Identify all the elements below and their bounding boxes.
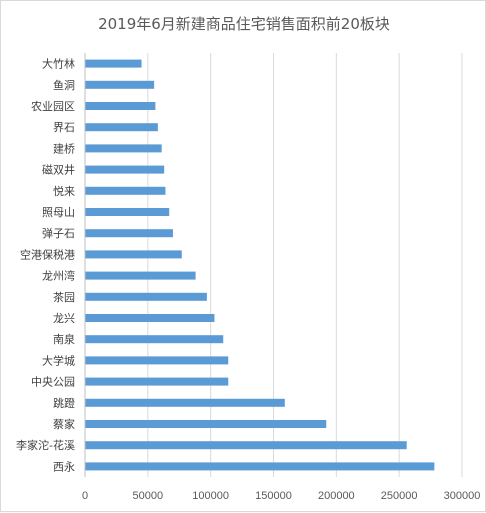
- bar: [85, 229, 173, 238]
- category-label: 蔡家: [53, 417, 75, 431]
- category-label: 鱼洞: [53, 78, 75, 92]
- category-label: 空港保税港: [20, 247, 75, 261]
- bar: [85, 250, 182, 259]
- category-label: 大学城: [42, 353, 75, 367]
- category-labels: 大竹林鱼洞农业园区界石建桥磁双井悦来照母山弹子石空港保税港龙州湾茶园龙兴南泉大学…: [16, 57, 75, 474]
- x-tick-labels: 0 50000 100000 150000 200000 250000 300000: [82, 490, 480, 502]
- x-tick-label: 150000: [255, 490, 292, 502]
- bar: [85, 271, 196, 280]
- bar: [85, 462, 435, 471]
- bar: [85, 186, 166, 195]
- bar: [85, 441, 407, 450]
- category-label: 弹子石: [42, 226, 75, 240]
- bar: [85, 165, 165, 174]
- category-label: 李家沱-花溪: [16, 438, 75, 452]
- category-label: 西永: [53, 459, 75, 473]
- x-tick-label: 250000: [381, 490, 418, 502]
- bar: [85, 314, 215, 322]
- x-tick-label: 100000: [192, 490, 229, 502]
- category-label: 建桥: [53, 141, 75, 155]
- bar: [85, 292, 207, 301]
- category-label: 茶园: [53, 291, 75, 304]
- bar: [85, 123, 158, 132]
- x-tick-label: 200000: [318, 490, 355, 502]
- category-label: 界石: [53, 121, 75, 134]
- bar: [85, 356, 229, 365]
- category-label: 大竹林: [42, 57, 75, 71]
- category-label: 磁双井: [42, 163, 75, 177]
- bar: [85, 335, 224, 344]
- category-label: 南泉: [53, 332, 75, 346]
- category-label: 悦来: [53, 184, 75, 198]
- x-tick-label: 0: [82, 490, 88, 502]
- category-label: 照母山: [42, 206, 75, 219]
- bar: [85, 420, 327, 428]
- category-label: 农业园区: [31, 99, 75, 113]
- bar: [85, 59, 142, 68]
- bar: [85, 208, 170, 216]
- bar: [85, 398, 285, 407]
- category-label: 中央公园: [31, 376, 75, 389]
- bar: [85, 377, 229, 386]
- x-tick-label: 300000: [444, 490, 481, 502]
- chart-title: 2019年6月新建商品住宅销售面积前20板块: [98, 15, 390, 33]
- bar: [85, 102, 156, 110]
- category-label: 跳蹬: [53, 396, 75, 410]
- x-tick-label: 50000: [133, 490, 164, 502]
- bar: [85, 144, 162, 153]
- category-label: 龙州湾: [42, 269, 75, 283]
- bar: [85, 80, 155, 89]
- gridlines: [147, 53, 463, 477]
- bars: [85, 59, 435, 471]
- category-label: 龙兴: [53, 312, 75, 325]
